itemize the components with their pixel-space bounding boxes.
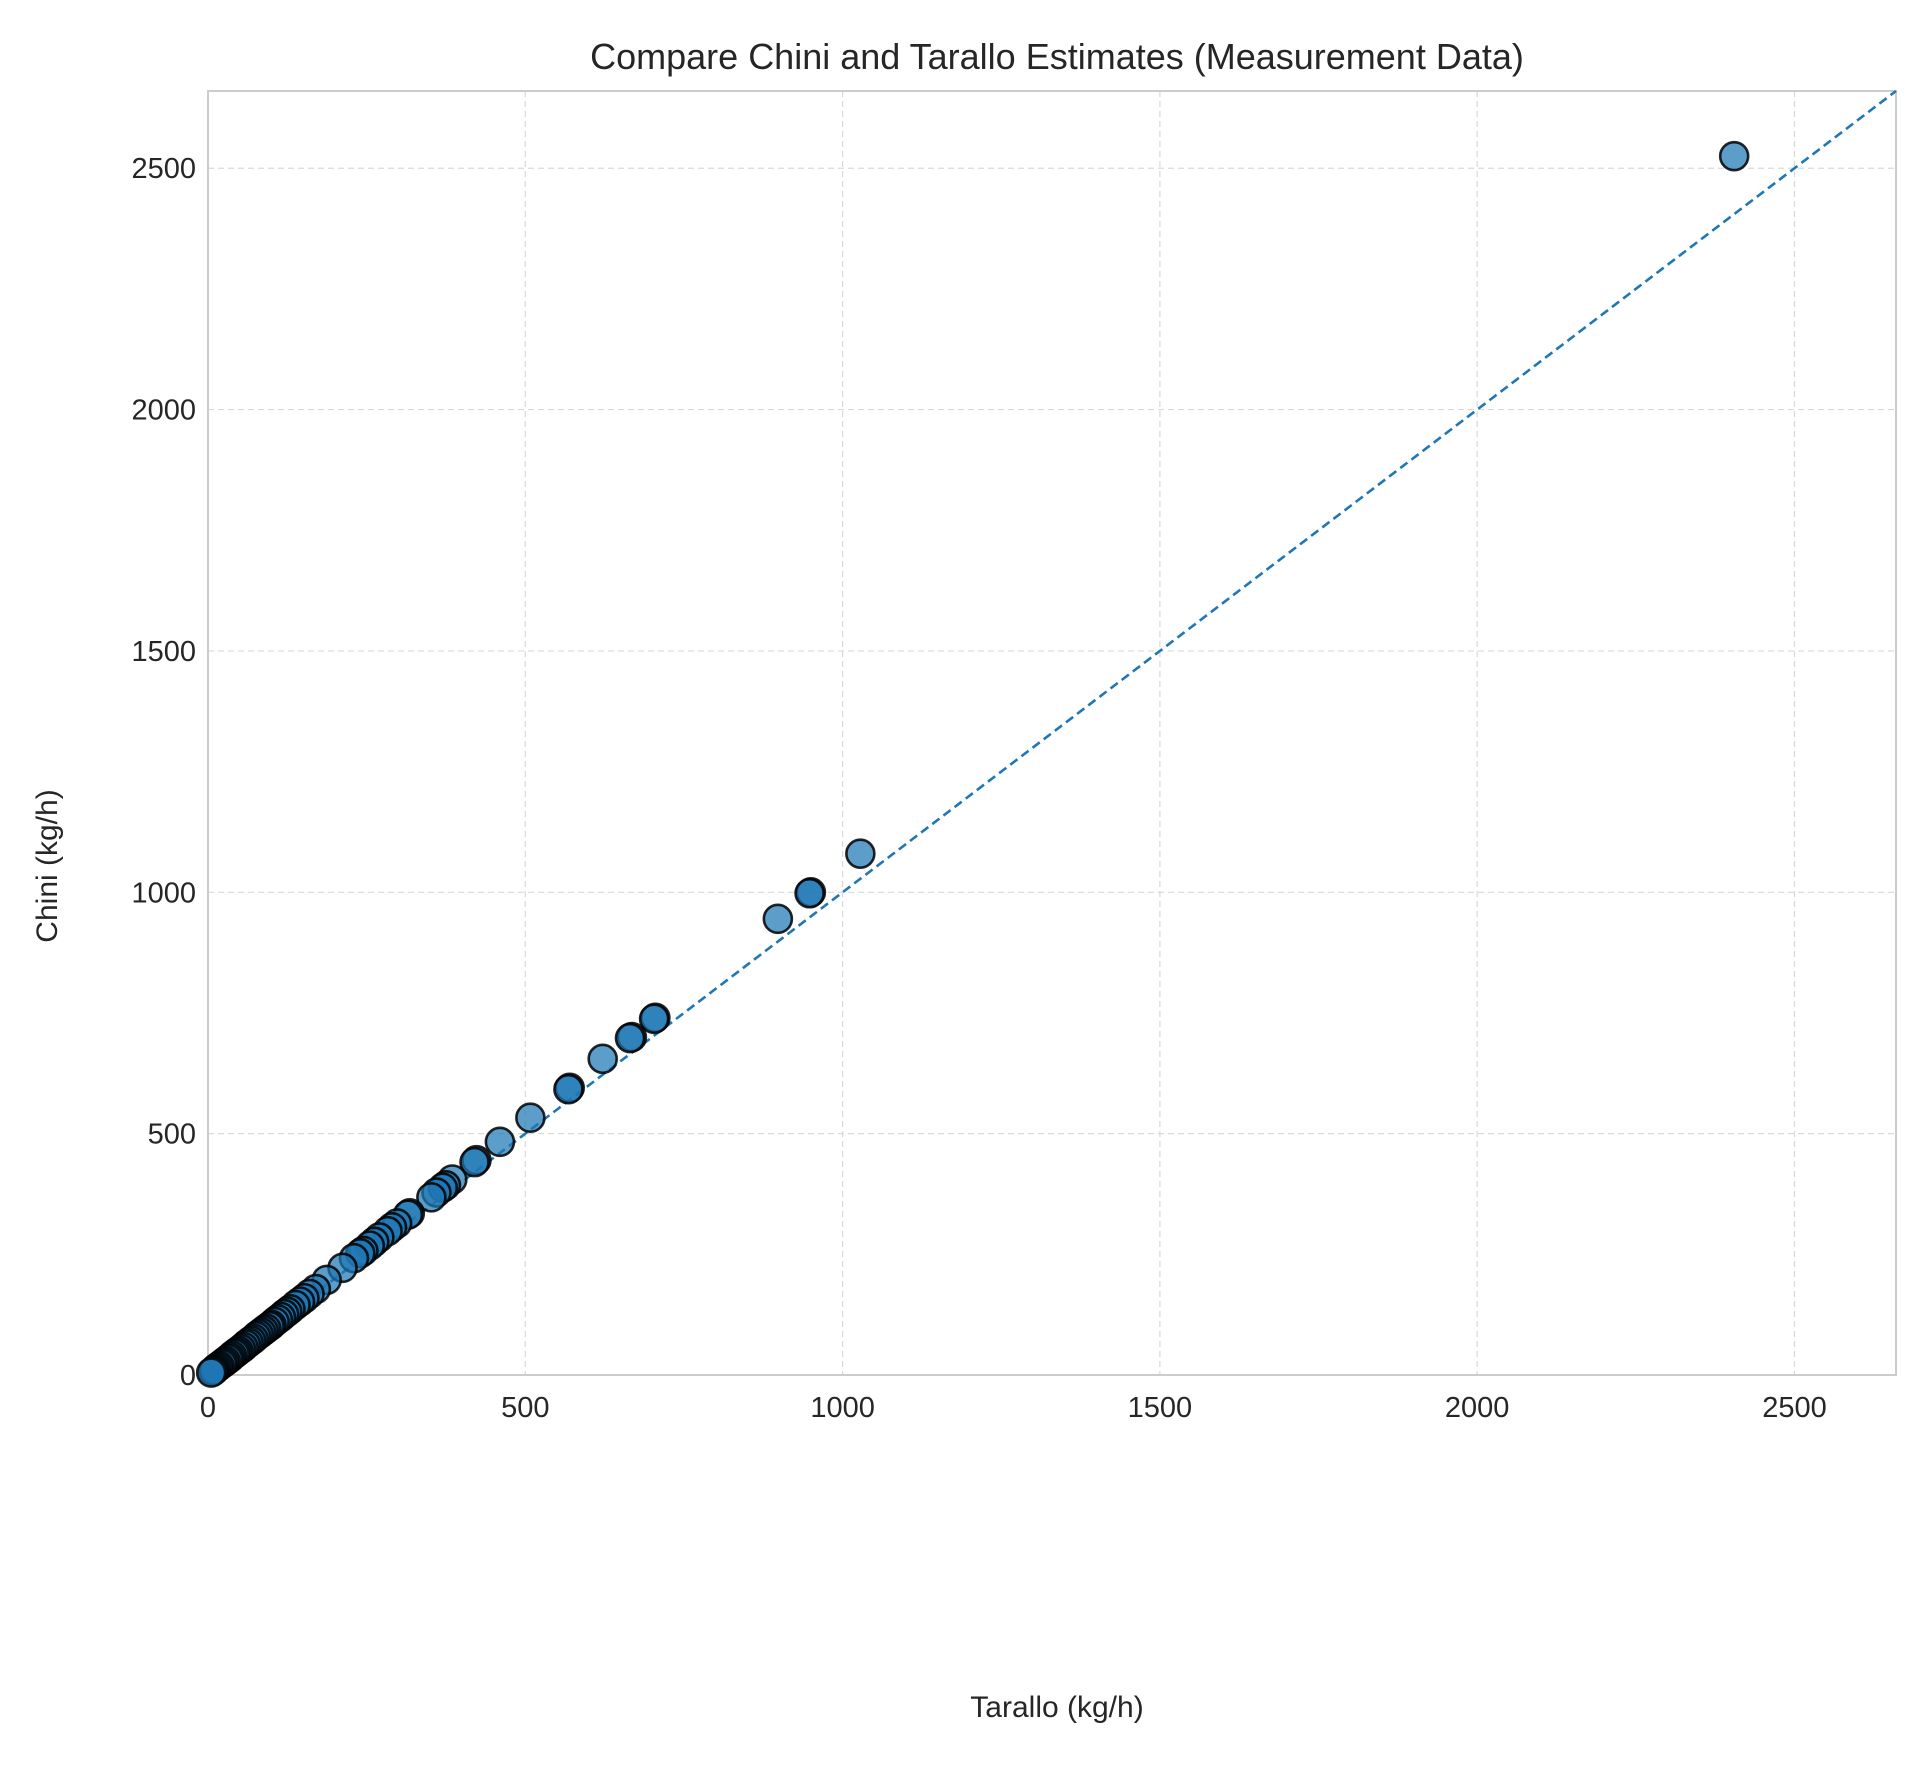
plot-frame: [207, 90, 1897, 1376]
y-tick-label: 0: [180, 1360, 196, 1392]
data-point: [195, 1357, 227, 1388]
data-point: [484, 1126, 516, 1158]
y-tick-label: 2500: [131, 153, 196, 185]
data-point: [638, 1003, 670, 1035]
x-tick-label: 500: [501, 1392, 549, 1424]
data-point: [459, 1146, 490, 1178]
data-point: [762, 903, 794, 935]
x-tick-label: 2500: [1762, 1392, 1827, 1424]
data-point: [515, 1102, 546, 1134]
data-point: [1718, 140, 1750, 172]
y-axis-label: Chini (kg/h): [31, 789, 64, 942]
tick-labels: 0 500 1000 1500 2000 2500 0 500 1000 1500 2000 2500: [131, 153, 1826, 1424]
y-tick-label: 2000: [131, 395, 196, 427]
data-point: [614, 1022, 646, 1054]
axes-spines: [207, 90, 1897, 1376]
x-tick-label: 1000: [810, 1392, 875, 1424]
data-point: [553, 1073, 584, 1105]
x-tick-label: 1500: [1128, 1392, 1193, 1424]
data-point: [845, 838, 876, 869]
y-tick-label: 1500: [131, 636, 196, 668]
chart-title: Compare Chini and Tarallo Estimates (Mea…: [590, 36, 1524, 77]
x-axis-label: Tarallo (kg/h): [970, 1691, 1143, 1724]
x-tick-label: 2000: [1445, 1392, 1510, 1424]
data-point: [587, 1043, 619, 1075]
data-points: [195, 140, 1750, 1388]
y-tick-label: 1000: [131, 877, 196, 909]
data-point: [416, 1182, 447, 1213]
x-tick-label: 0: [200, 1392, 216, 1424]
data-point: [794, 877, 825, 909]
y-tick-label: 500: [148, 1119, 196, 1151]
